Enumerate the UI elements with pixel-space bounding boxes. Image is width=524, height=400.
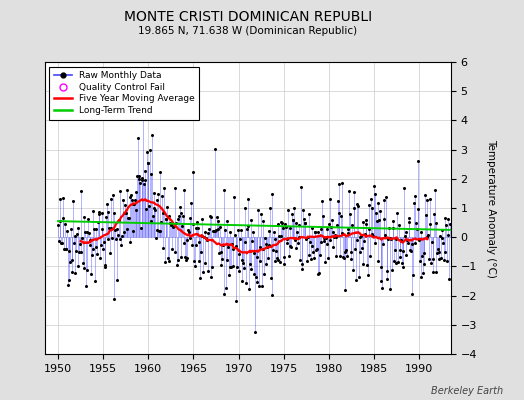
Y-axis label: Temperature Anomaly (°C): Temperature Anomaly (°C)	[486, 138, 496, 278]
Legend: Raw Monthly Data, Quality Control Fail, Five Year Moving Average, Long-Term Tren: Raw Monthly Data, Quality Control Fail, …	[49, 66, 199, 120]
Text: Berkeley Earth: Berkeley Earth	[431, 386, 503, 396]
Text: 19.865 N, 71.638 W (Dominican Republic): 19.865 N, 71.638 W (Dominican Republic)	[138, 26, 357, 36]
Text: MONTE CRISTI DOMINICAN REPUBLI: MONTE CRISTI DOMINICAN REPUBLI	[124, 10, 372, 24]
